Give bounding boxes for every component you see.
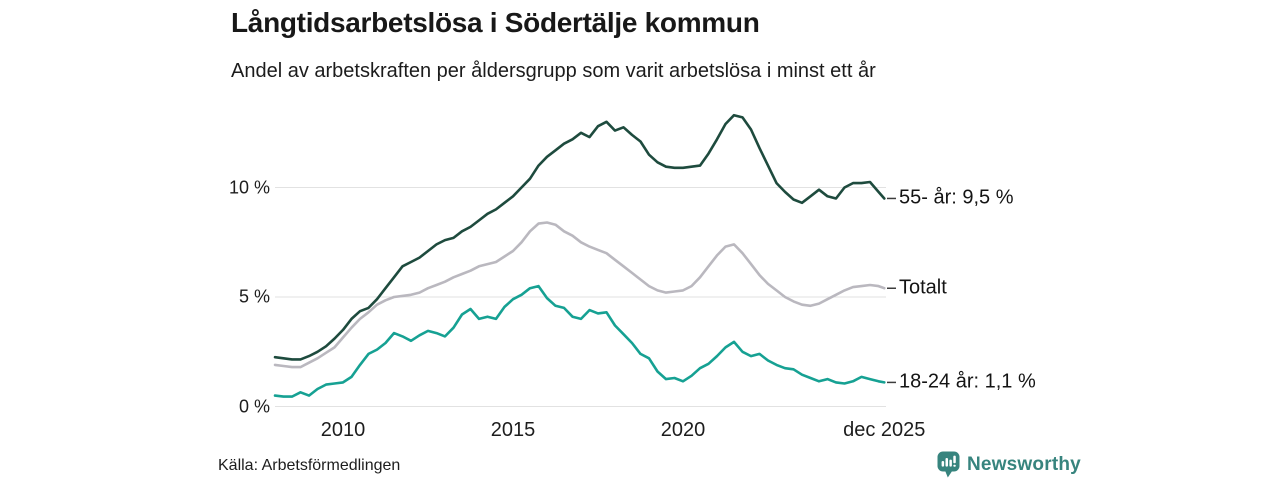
- newsworthy-logo-icon: [937, 451, 960, 478]
- newsworthy-brand-text: Newsworthy: [967, 453, 1081, 475]
- series-line-55- år: [273, 113, 886, 361]
- x-axis-tick-dec-2025: dec 2025: [843, 419, 926, 441]
- x-axis-tick-2015: 2015: [490, 419, 536, 441]
- series-line-Totalt: [273, 221, 886, 369]
- source-note: Källa: Arbetsförmedlingen: [218, 457, 401, 474]
- series-label-totalt: Totalt: [899, 276, 947, 299]
- y-axis-tick-5: 5 %: [238, 286, 270, 307]
- newsworthy-brand[interactable]: Newsworthy: [937, 451, 1081, 478]
- series-line-18-24 år: [273, 284, 886, 398]
- series-label-55-ar: 55- år: 9,5 %: [899, 186, 1014, 209]
- series-label-18-24-ar: 18-24 år: 1,1 %: [899, 370, 1036, 393]
- y-axis-tick-0: 0 %: [238, 396, 270, 416]
- x-axis-tick-2020: 2020: [660, 419, 706, 441]
- chart-subtitle: Andel av arbetskraften per åldersgrupp s…: [231, 60, 876, 82]
- chart-title: Långtidsarbetslösa i Södertälje kommun: [231, 7, 760, 38]
- y-axis-tick-10: 10 %: [228, 177, 270, 197]
- x-axis-tick-2010: 2010: [320, 419, 366, 441]
